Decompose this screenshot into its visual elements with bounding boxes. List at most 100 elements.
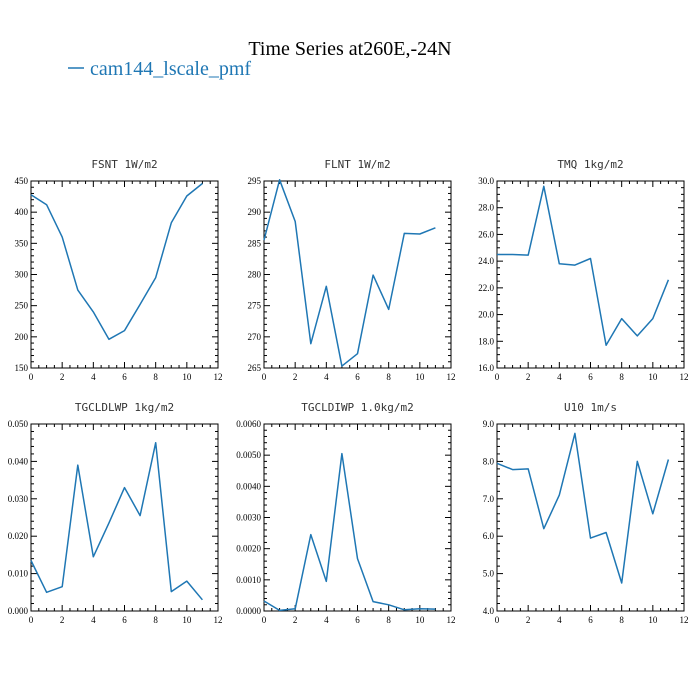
x-tick-label: 4	[557, 372, 562, 382]
y-tick-label: 0.0010	[236, 575, 261, 585]
series-line	[497, 185, 670, 347]
x-tick-label: 10	[415, 372, 425, 382]
y-tick-label: 0.000	[8, 606, 29, 616]
x-tick-label: 0	[29, 372, 34, 382]
y-tick-label: 28.0	[478, 203, 494, 213]
x-tick-label: 2	[293, 372, 298, 382]
x-tick-label: 0	[29, 615, 34, 625]
y-tick-label: 0.0040	[236, 481, 261, 491]
x-tick-label: 12	[447, 372, 456, 382]
x-tick-label: 0	[495, 372, 500, 382]
x-tick-label: 4	[324, 372, 329, 382]
x-tick-label: 10	[182, 615, 192, 625]
x-tick-label: 12	[214, 372, 223, 382]
y-tick-label: 290	[248, 207, 262, 217]
y-tick-label: 0.050	[8, 419, 29, 429]
y-tick-label: 0.0060	[236, 419, 261, 429]
plot-frame	[30, 423, 219, 612]
y-tick-label: 200	[15, 332, 29, 342]
x-tick-label: 0	[262, 615, 267, 625]
x-tick-label: 10	[415, 615, 425, 625]
y-tick-label: 5.0	[483, 569, 495, 579]
panel-title: TGCLDIWP 1.0kg/m2	[301, 401, 414, 414]
y-tick-label: 4.0	[483, 606, 495, 616]
plot-frame	[263, 423, 452, 612]
y-tick-label: 270	[248, 332, 262, 342]
series-line	[263, 452, 436, 612]
panel-title: FSNT 1W/m2	[91, 158, 157, 171]
legend: cam144_lscale_pmf	[68, 58, 251, 80]
x-tick-label: 6	[355, 615, 360, 625]
chart-panel-3: TGCLDLWP 1kg/m2 0 2 4 6 8 10 12 0.000 0.010 0.020 0…	[8, 401, 223, 625]
plot-frame	[30, 180, 219, 369]
x-tick-label: 12	[447, 615, 456, 625]
x-tick-label: 6	[588, 372, 593, 382]
y-tick-label: 7.0	[483, 494, 495, 504]
y-tick-label: 30.0	[478, 176, 494, 186]
plot-frame	[263, 180, 452, 369]
series-line	[30, 441, 203, 601]
y-tick-label: 0.040	[8, 456, 29, 466]
x-tick-label: 8	[386, 372, 391, 382]
panel-title: FLNT 1W/m2	[324, 158, 390, 171]
x-tick-label: 12	[214, 615, 223, 625]
x-tick-label: 8	[153, 615, 158, 625]
x-tick-label: 0	[495, 615, 500, 625]
y-tick-label: 0.020	[8, 531, 29, 541]
series-line	[263, 179, 436, 367]
x-tick-label: 4	[91, 615, 96, 625]
y-tick-label: 16.0	[478, 363, 494, 373]
y-tick-label: 265	[248, 363, 262, 373]
y-tick-label: 22.0	[478, 283, 494, 293]
y-tick-label: 400	[15, 207, 29, 217]
x-tick-label: 2	[526, 615, 531, 625]
x-tick-label: 6	[588, 615, 593, 625]
x-tick-label: 8	[619, 615, 624, 625]
y-tick-label: 250	[15, 301, 29, 311]
x-tick-label: 8	[153, 372, 158, 382]
x-tick-label: 4	[91, 372, 96, 382]
y-tick-label: 24.0	[478, 256, 494, 266]
x-tick-label: 8	[386, 615, 391, 625]
y-tick-label: 285	[248, 238, 262, 248]
y-tick-label: 280	[248, 270, 262, 280]
y-tick-label: 8.0	[483, 456, 495, 466]
y-tick-label: 295	[248, 176, 262, 186]
chart-panel-5: U10 1m/s 0 2 4 6 8 10 12 4.0 5.0 6.0 7.0 8.0 9.0	[483, 401, 689, 625]
y-tick-label: 0.010	[8, 569, 29, 579]
x-tick-label: 2	[526, 372, 531, 382]
y-tick-label: 0.0050	[236, 450, 261, 460]
chart-panel-2: TMQ 1kg/m2 0 2 4 6 8 10 12 16.0 18.0 20.0 22.0 24.0 2…	[478, 158, 688, 382]
y-tick-label: 9.0	[483, 419, 495, 429]
panel-title: U10 1m/s	[564, 401, 617, 414]
x-tick-label: 6	[122, 615, 127, 625]
x-tick-label: 2	[60, 372, 65, 382]
x-tick-label: 6	[355, 372, 360, 382]
chart-panels: FSNT 1W/m20 2 4 6 8 10 12150200250300350400450…	[8, 158, 689, 625]
chart-panel-0: FSNT 1W/m2 0 2 4 6 8 10 12 150 200 250 300 350 400 450	[15, 158, 223, 382]
x-tick-label: 12	[680, 372, 689, 382]
y-tick-label: 0.0000	[236, 606, 261, 616]
panel-title: TGCLDLWP 1kg/m2	[75, 401, 174, 414]
x-tick-label: 8	[619, 372, 624, 382]
plot-frame	[496, 423, 685, 612]
y-tick-label: 0.030	[8, 494, 29, 504]
x-tick-label: 10	[648, 615, 658, 625]
y-tick-label: 18.0	[478, 336, 494, 346]
series-line	[496, 432, 670, 584]
chart-panel-1: FLNT 1W/m2 0 2 4 6 8 10 12 265 270 275 280 285 290 295	[248, 158, 456, 382]
x-tick-label: 10	[182, 372, 192, 382]
y-tick-label: 150	[15, 363, 29, 373]
y-tick-label: 26.0	[478, 229, 494, 239]
y-tick-label: 350	[15, 238, 29, 248]
plot-frame	[496, 180, 685, 369]
y-tick-label: 450	[15, 176, 29, 186]
x-tick-label: 12	[680, 615, 689, 625]
x-tick-label: 4	[324, 615, 329, 625]
series-line	[30, 182, 203, 341]
y-tick-label: 300	[15, 270, 29, 280]
y-tick-label: 0.0020	[236, 544, 261, 554]
y-tick-label: 275	[248, 301, 262, 311]
y-tick-label: 6.0	[483, 531, 495, 541]
